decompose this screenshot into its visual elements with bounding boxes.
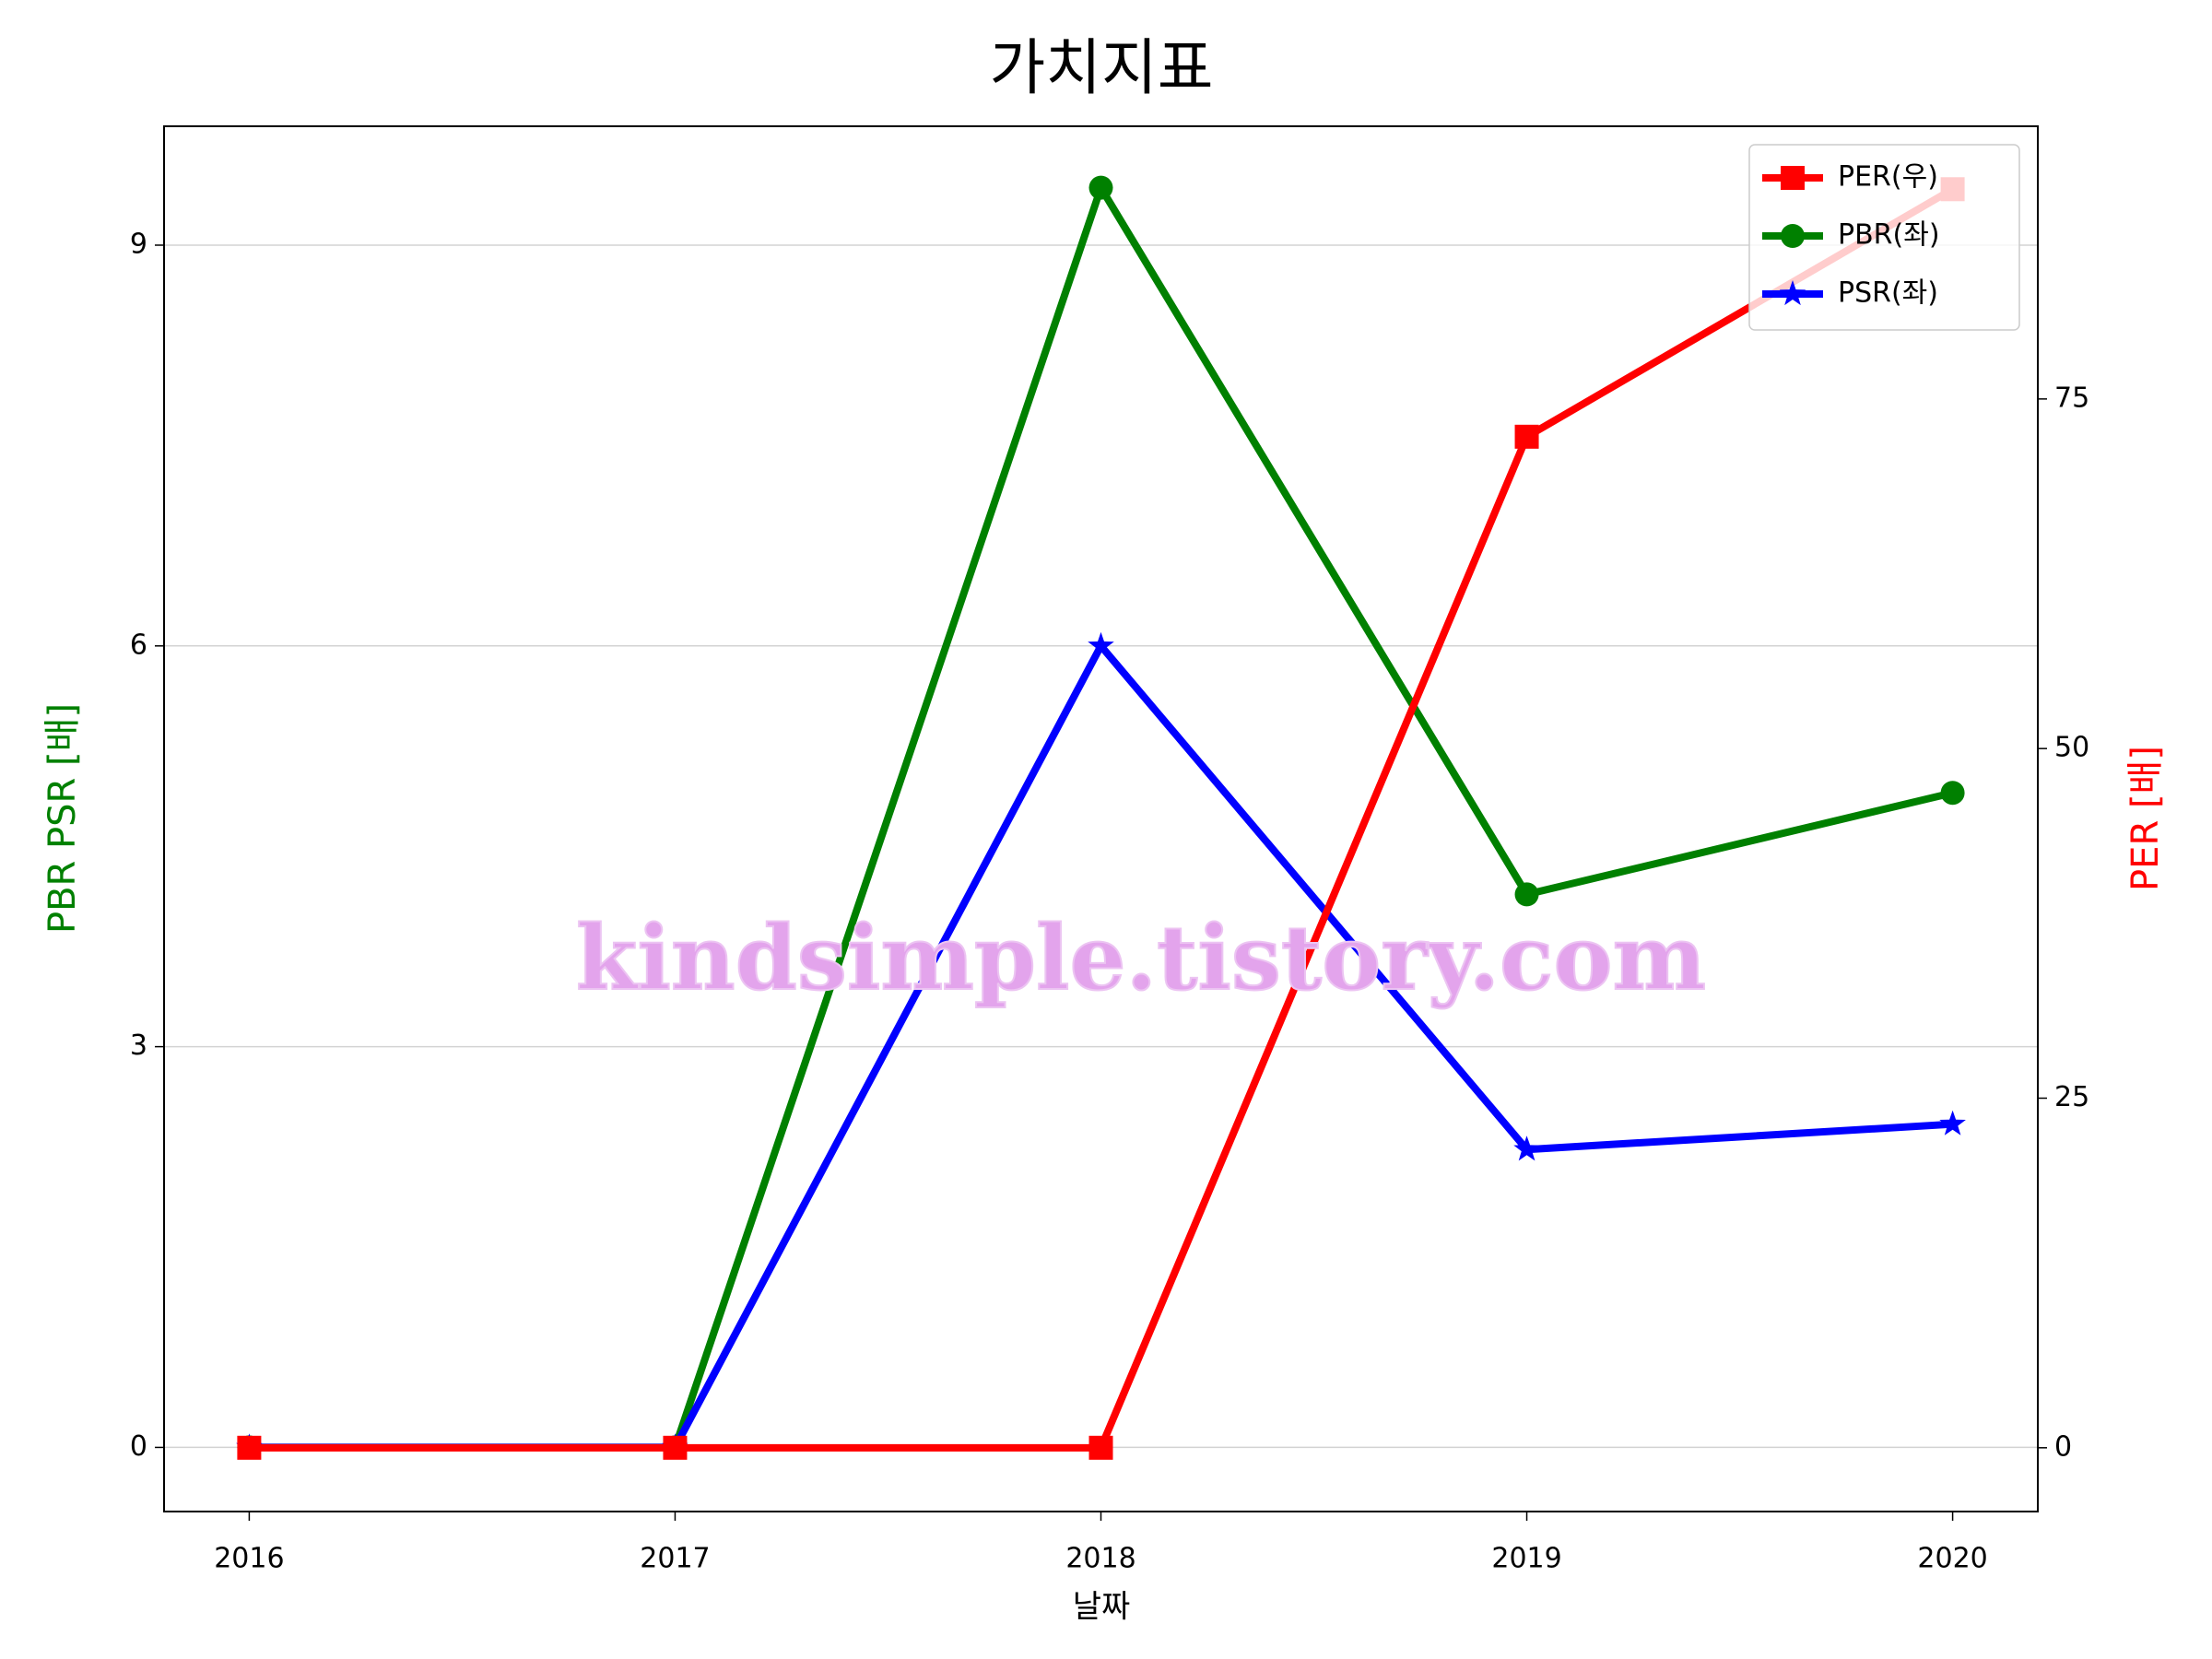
y-tick-label: 0 <box>130 1430 147 1463</box>
marker <box>1939 1110 1966 1135</box>
legend-marker <box>1781 224 1805 248</box>
marker <box>1940 781 1965 806</box>
x-tick-label: 2018 <box>1065 1543 1135 1575</box>
marker <box>1513 1135 1540 1161</box>
marker <box>1514 882 1539 907</box>
y2-tick-label: 50 <box>2054 732 2089 764</box>
watermark: kindsimple.tistory.com <box>576 906 1706 1010</box>
y-tick-label: 9 <box>130 228 147 260</box>
x-tick-label: 2017 <box>640 1543 710 1575</box>
y-axis-label: PBR PSR [배] <box>41 703 84 934</box>
y2-tick-label: 25 <box>2054 1081 2089 1113</box>
marker <box>1514 424 1539 449</box>
y-tick-label: 6 <box>130 629 147 661</box>
x-axis-label: 날짜 <box>1073 1589 1131 1626</box>
x-tick-label: 2020 <box>1917 1543 1987 1575</box>
y2-tick-label: 0 <box>2054 1430 2072 1463</box>
chart-title: 가치지표 <box>990 32 1214 103</box>
x-tick-label: 2016 <box>214 1543 284 1575</box>
plot-frame <box>163 125 2039 1512</box>
marker <box>1088 631 1114 657</box>
legend-label: PER(우) <box>1838 161 1938 194</box>
marker <box>237 1435 262 1460</box>
marker <box>663 1435 688 1460</box>
legend-label: PBR(좌) <box>1838 219 1940 252</box>
legend-marker <box>1779 280 1806 306</box>
y2-axis-label: PER [배] <box>2124 746 2167 891</box>
y-tick-label: 3 <box>130 1030 147 1062</box>
x-tick-label: 2019 <box>1491 1543 1561 1575</box>
y2-tick-label: 75 <box>2054 382 2089 414</box>
legend-box <box>1748 144 2020 331</box>
marker <box>1088 1435 1113 1460</box>
legend-label: PSR(좌) <box>1838 277 1938 310</box>
marker <box>1088 175 1113 200</box>
legend-marker <box>1781 166 1805 190</box>
